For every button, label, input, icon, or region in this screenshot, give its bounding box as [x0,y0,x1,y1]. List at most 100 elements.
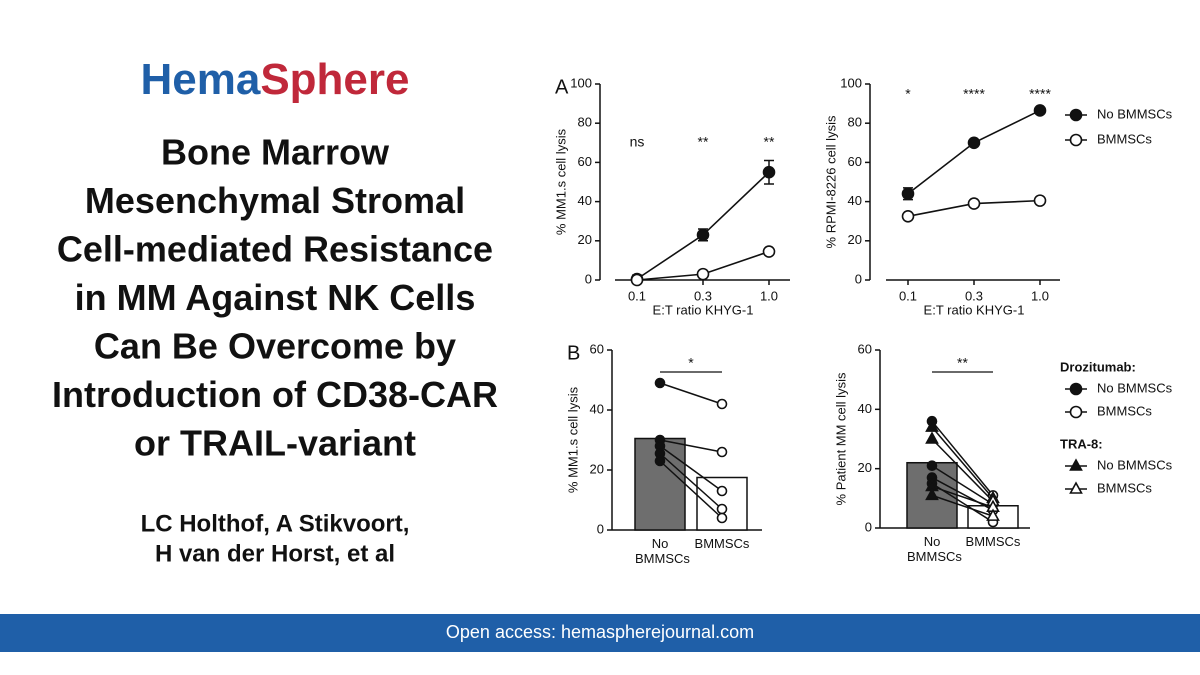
panel-label: B [567,342,580,364]
x-tick-label-box: BMMSCs [694,536,750,551]
legend-label: No BMMSCs [1097,106,1173,121]
pair-line [659,445,723,492]
x-tick-label-box: No BMMSCs [635,536,690,566]
significance: **** [1029,86,1051,102]
y-tick-label: 20 [578,232,592,247]
significance: ** [957,355,968,371]
title-line: Can Be Overcome by [94,326,456,367]
y-tick-label: 40 [578,193,592,208]
data-point [901,210,915,223]
pair-line [659,452,723,510]
legend-marker [1069,133,1083,147]
legend-title: Drozitumab: [1060,359,1136,374]
legend-label: No BMMSCs [1097,457,1173,472]
x-tick-label: No BMMSCs [907,534,962,564]
y-tick-label: 40 [590,401,604,416]
donor-point [716,398,728,410]
data-point [630,273,644,287]
data-point [901,187,915,201]
x-tick-label: 0.3 [965,288,983,303]
title-line: Cell-mediated Resistance [57,229,493,270]
brand: HemaSphere [140,55,409,104]
x-tick-label: 1.0 [760,288,778,303]
y-tick-label: 60 [858,341,872,356]
donor-point [716,446,728,458]
legend-marker [1069,108,1083,122]
significance: ** [698,134,709,150]
pair-line [659,382,723,405]
title-line: in MM Against NK Cells [75,277,476,318]
pair-line [931,426,994,499]
donor-point [654,377,666,389]
y-tick-label: 60 [848,154,862,169]
y-tick-label: 100 [570,75,592,90]
donor-point [654,455,666,467]
pair-line [931,420,994,496]
brand-part: Sphere [260,55,409,104]
pair-line [931,465,994,505]
legend-marker [1069,405,1083,419]
y-tick-label: 0 [855,271,862,286]
y-axis-label: % MM1.s cell lysis [553,128,568,235]
y-tick-label: 80 [848,115,862,130]
data-point [762,245,776,258]
x-tick-label: 0.1 [899,288,917,303]
donor-point [925,419,939,432]
pair-line [931,438,994,502]
author-line: H van der Horst, et al [155,540,395,567]
y-tick-label: 0 [865,519,872,534]
title-line: Introduction of CD38-CAR [52,374,498,415]
y-tick-label: 0 [597,521,604,536]
y-axis-label: % Patient MM cell lysis [833,372,848,505]
pair-line [659,460,723,519]
title-line: or TRAIL-variant [134,423,416,464]
legend-label: BMMSCs [1097,480,1152,495]
data-point [696,228,710,242]
significance: ** [764,134,775,150]
y-tick-label: 20 [848,232,862,247]
donor-point [925,431,939,444]
footer-bar [0,614,1200,652]
footer-text: Open access: hemaspherejournal.com [446,622,754,642]
x-axis-label: E:T ratio KHYG-1 [924,302,1025,317]
x-tick-label: 1.0 [1031,288,1049,303]
data-point [967,197,981,210]
legend-marker [1069,481,1083,494]
x-axis-label: E:T ratio KHYG-1 [653,302,754,317]
y-tick-label: 100 [840,75,862,90]
author-line: LC Holthof, A Stikvoort, [141,510,410,537]
data-point [1033,104,1047,117]
y-tick-label: 20 [590,461,604,476]
significance: **** [963,86,985,102]
x-tick-label: BMMSCs [694,536,750,551]
title-line: Mesenchymal Stromal [85,180,465,221]
legend-label: No BMMSCs [1097,380,1173,395]
x-tick-label-box: No BMMSCs [907,534,962,564]
y-tick-label: 20 [858,460,872,475]
legend-marker [1069,382,1083,396]
pair-line [659,439,723,453]
x-tick-label: 0.3 [694,288,712,303]
data-point [967,136,981,150]
significance: ns [630,134,645,150]
x-tick-label: BMMSCs [965,534,1021,549]
y-tick-label: 60 [578,154,592,169]
data-point [1033,194,1047,207]
x-tick-label-box: BMMSCs [965,534,1021,549]
donor-point [926,460,938,472]
y-tick-label: 60 [590,341,604,356]
legend-label: BMMSCs [1097,131,1152,146]
brand-part: Hema [140,55,260,104]
panel-label: A [555,76,569,98]
donor-point [716,503,728,515]
y-tick-label: 0 [585,271,592,286]
legend-marker [1069,458,1083,471]
y-tick-label: 40 [848,193,862,208]
pair-line [931,494,994,517]
x-tick-label: 0.1 [628,288,646,303]
donor-point [716,485,728,497]
x-tick-label: No BMMSCs [635,536,690,566]
y-axis-label: % MM1.s cell lysis [565,386,580,493]
donor-point [986,508,1000,521]
